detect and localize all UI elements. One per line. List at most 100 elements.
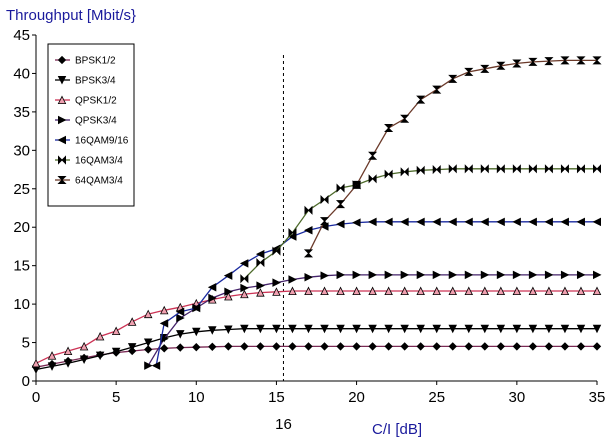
y-tick-label: 10 <box>13 296 30 313</box>
data-point <box>464 67 474 76</box>
data-point <box>303 226 313 235</box>
data-point <box>480 164 489 174</box>
data-point <box>240 283 249 293</box>
data-point <box>143 309 153 319</box>
data-point <box>272 324 281 334</box>
data-point <box>496 61 506 70</box>
y-tick-label: 35 <box>13 104 30 121</box>
series-group <box>31 56 602 374</box>
data-point <box>63 359 73 368</box>
data-point <box>207 282 217 292</box>
data-point <box>192 327 201 337</box>
data-point <box>512 164 521 174</box>
data-point <box>144 361 153 370</box>
data-point <box>544 217 553 227</box>
data-point <box>560 56 570 65</box>
data-point <box>208 342 217 351</box>
series-line <box>35 345 597 368</box>
data-point <box>335 200 346 209</box>
y-tick-label: 20 <box>13 219 30 236</box>
legend-marker <box>58 115 67 125</box>
data-point <box>544 286 554 296</box>
data-point <box>544 324 554 334</box>
data-point <box>256 342 265 351</box>
data-point <box>496 217 505 227</box>
data-point <box>303 249 314 258</box>
data-point <box>127 343 137 352</box>
data-point <box>432 342 441 351</box>
data-point <box>272 278 281 287</box>
data-point <box>528 270 538 280</box>
data-point <box>208 293 217 303</box>
data-point <box>528 286 538 296</box>
data-point <box>384 124 394 133</box>
data-point <box>272 287 281 296</box>
data-point <box>192 343 201 352</box>
data-point <box>576 324 586 334</box>
data-point <box>464 217 473 227</box>
series-64QAM3/4 <box>303 56 602 258</box>
data-point <box>240 324 249 334</box>
data-point <box>480 286 490 296</box>
data-point <box>400 217 409 227</box>
x-tick-label: 25 <box>428 389 445 406</box>
data-point <box>208 326 217 335</box>
data-point <box>592 56 602 65</box>
data-point <box>448 286 457 296</box>
data-point <box>576 56 586 65</box>
data-point <box>272 342 281 351</box>
series-QPSK3/4 <box>144 270 602 370</box>
y-axis-label: Throughput [Mbit/s} <box>6 7 136 24</box>
data-point <box>496 286 506 296</box>
data-point <box>288 342 297 351</box>
data-point <box>432 324 441 334</box>
data-point <box>512 217 521 227</box>
data-point <box>352 270 362 280</box>
data-point <box>480 64 490 73</box>
data-point <box>95 331 105 341</box>
legend-label: 16QAM9/16 <box>75 136 129 147</box>
data-point <box>176 313 185 323</box>
data-point <box>480 324 490 334</box>
data-point <box>239 259 249 268</box>
series-line <box>35 328 597 371</box>
data-point <box>432 85 442 94</box>
data-point <box>496 324 506 334</box>
data-point <box>304 272 313 282</box>
data-point <box>432 164 441 175</box>
data-point <box>496 164 505 174</box>
data-point <box>593 164 601 174</box>
data-point <box>384 270 394 280</box>
data-point <box>416 95 426 104</box>
data-point <box>288 286 297 296</box>
data-point <box>159 305 169 315</box>
legend-label: QPSK3/4 <box>75 116 117 127</box>
data-point <box>400 342 409 351</box>
data-point <box>256 281 265 290</box>
data-point <box>528 217 537 227</box>
data-point <box>576 342 586 351</box>
annotation-label: 16 <box>275 416 292 433</box>
tick-labels: 0 5 10 15 20 25 30 35 40 45 0 5 10 15 20 25 30 35 <box>13 27 605 406</box>
x-tick-label: 30 <box>509 389 526 406</box>
data-point <box>176 330 185 339</box>
data-point <box>368 151 378 160</box>
data-point <box>240 342 249 351</box>
data-point <box>560 217 569 227</box>
data-point <box>512 342 522 351</box>
data-point <box>111 347 121 357</box>
legend-label: BPSK3/4 <box>75 76 116 87</box>
data-point <box>448 342 457 351</box>
legend-label: 64QAM3/4 <box>75 176 123 187</box>
data-point <box>544 342 554 351</box>
x-tick-label: 15 <box>268 389 285 406</box>
data-point <box>432 286 441 296</box>
data-point <box>592 286 602 296</box>
y-tick-label: 15 <box>13 258 30 275</box>
data-point <box>288 275 297 284</box>
series-BPSK1/2 <box>31 342 602 372</box>
data-point <box>352 218 361 227</box>
data-point <box>336 286 345 296</box>
data-point <box>384 217 393 227</box>
legend-marker <box>57 135 66 145</box>
